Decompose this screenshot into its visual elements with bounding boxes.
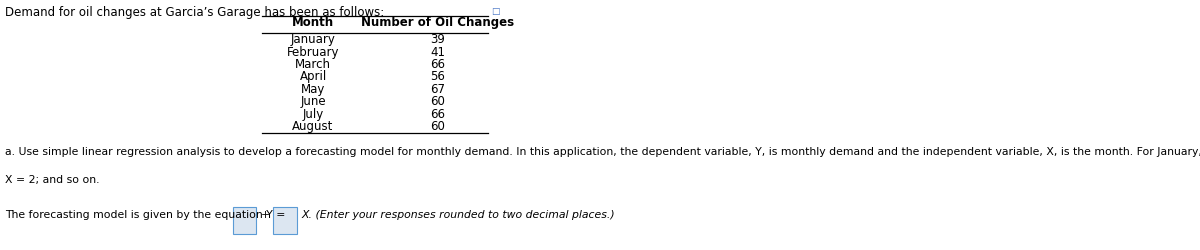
Text: a. Use simple linear regression analysis to develop a forecasting model for mont: a. Use simple linear regression analysis… bbox=[5, 148, 1200, 158]
FancyBboxPatch shape bbox=[274, 206, 296, 234]
Text: 41: 41 bbox=[431, 46, 445, 59]
Text: □: □ bbox=[491, 7, 499, 16]
Text: +: + bbox=[260, 210, 270, 220]
Text: 66: 66 bbox=[431, 58, 445, 71]
Text: Month: Month bbox=[292, 16, 334, 30]
Text: 56: 56 bbox=[431, 70, 445, 84]
Text: 66: 66 bbox=[431, 108, 445, 121]
Text: June: June bbox=[300, 96, 326, 108]
Text: May: May bbox=[301, 83, 325, 96]
Text: The forecasting model is given by the equation Y =: The forecasting model is given by the eq… bbox=[5, 210, 286, 220]
Text: July: July bbox=[302, 108, 324, 121]
Text: March: March bbox=[295, 58, 331, 71]
Text: 60: 60 bbox=[431, 120, 445, 133]
Text: April: April bbox=[300, 70, 326, 84]
Text: Demand for oil changes at Garcia’s Garage has been as follows:: Demand for oil changes at Garcia’s Garag… bbox=[5, 6, 384, 19]
Text: August: August bbox=[293, 120, 334, 133]
Text: 67: 67 bbox=[431, 83, 445, 96]
Text: February: February bbox=[287, 46, 340, 59]
Text: Number of Oil Changes: Number of Oil Changes bbox=[361, 16, 515, 30]
Text: 39: 39 bbox=[431, 33, 445, 46]
Text: X = 2; and so on.: X = 2; and so on. bbox=[5, 175, 100, 185]
Text: X. (Enter your responses rounded to two decimal places.): X. (Enter your responses rounded to two … bbox=[301, 210, 616, 220]
Text: 60: 60 bbox=[431, 96, 445, 108]
FancyBboxPatch shape bbox=[233, 206, 256, 234]
Text: January: January bbox=[290, 33, 336, 46]
